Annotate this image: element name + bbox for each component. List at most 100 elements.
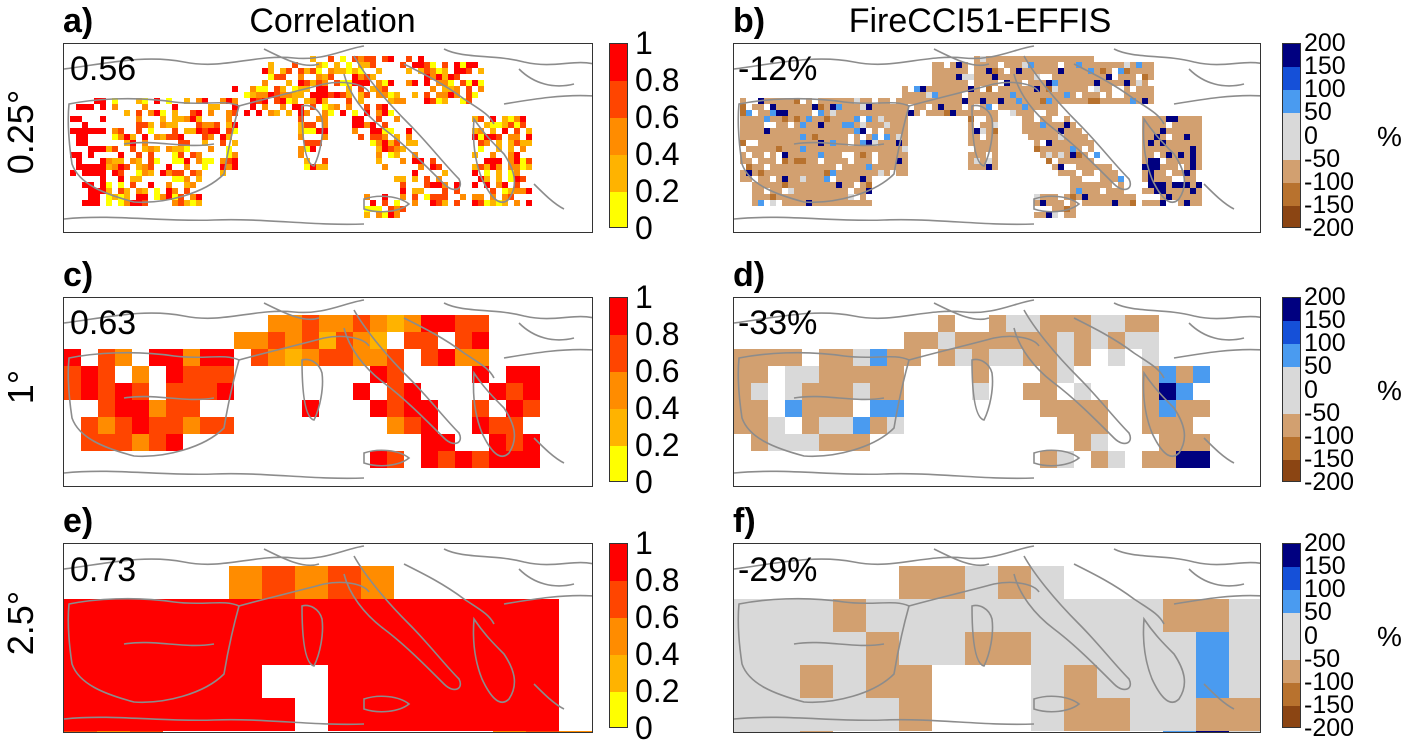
grid-cell bbox=[992, 140, 998, 146]
grid-cell bbox=[1196, 194, 1202, 200]
grid-cell bbox=[1091, 400, 1108, 417]
grid-cell bbox=[1094, 200, 1100, 206]
grid-cell bbox=[136, 116, 142, 122]
grid-cell bbox=[526, 731, 559, 732]
grid-cell bbox=[208, 158, 214, 164]
grid-cell bbox=[1034, 68, 1040, 74]
grid-cell bbox=[860, 104, 866, 110]
grid-cell bbox=[136, 158, 142, 164]
grid-cell bbox=[1031, 632, 1064, 665]
grid-cell bbox=[812, 116, 818, 122]
grid-cell bbox=[76, 134, 82, 140]
grid-cell bbox=[776, 116, 782, 122]
grid-cell bbox=[1034, 122, 1040, 128]
grid-cell bbox=[866, 110, 872, 116]
colorbar-tick-label: 0.2 bbox=[635, 427, 680, 463]
grid-cell bbox=[1106, 62, 1112, 68]
grid-cell bbox=[818, 146, 824, 152]
grid-cell bbox=[751, 417, 768, 434]
grid-cell bbox=[394, 116, 400, 122]
grid-cell bbox=[1057, 366, 1074, 383]
grid-cell bbox=[1184, 158, 1190, 164]
grid-cell bbox=[508, 188, 514, 194]
grid-cell bbox=[94, 188, 100, 194]
grid-cell bbox=[1196, 632, 1229, 665]
grid-cell bbox=[770, 194, 776, 200]
grid-cell bbox=[106, 164, 112, 170]
grid-cell bbox=[752, 170, 758, 176]
panel-label-d: d) bbox=[733, 256, 766, 294]
grid-cell bbox=[938, 86, 944, 92]
grid-cell bbox=[142, 164, 148, 170]
grid-cell bbox=[430, 62, 436, 68]
grid-cell bbox=[196, 599, 229, 632]
map-panel-b bbox=[733, 43, 1261, 233]
grid-cell bbox=[833, 698, 866, 731]
grid-cell bbox=[382, 92, 388, 98]
grid-cell bbox=[310, 56, 316, 62]
grid-cell bbox=[1130, 98, 1136, 104]
grid-cell bbox=[514, 134, 520, 140]
grid-cell bbox=[118, 170, 124, 176]
grid-cell bbox=[932, 86, 938, 92]
grid-cell bbox=[1142, 332, 1159, 349]
grid-cell bbox=[758, 122, 764, 128]
grid-cell bbox=[490, 164, 496, 170]
grid-cell bbox=[1148, 140, 1154, 146]
grid-cell bbox=[1022, 110, 1028, 116]
grid-cell bbox=[1070, 146, 1076, 152]
grid-cell bbox=[298, 116, 304, 122]
coastline bbox=[1173, 94, 1260, 105]
grid-cell bbox=[190, 194, 196, 200]
grid-cell bbox=[1052, 74, 1058, 80]
grid-cell bbox=[992, 56, 998, 62]
grid-cell bbox=[1058, 158, 1064, 164]
grid-cell bbox=[812, 122, 818, 128]
grid-cell bbox=[819, 434, 836, 451]
grid-cell bbox=[974, 158, 980, 164]
grid-cell bbox=[142, 122, 148, 128]
grid-cell bbox=[514, 170, 520, 176]
grid-cell bbox=[794, 176, 800, 182]
grid-cell bbox=[866, 122, 872, 128]
grid-cell bbox=[200, 383, 217, 400]
grid-cell bbox=[388, 152, 394, 158]
grid-cell bbox=[1154, 158, 1160, 164]
grid-cell bbox=[972, 383, 989, 400]
map-svg bbox=[734, 45, 1260, 226]
grid-cell bbox=[1166, 182, 1172, 188]
grid-cell bbox=[1040, 62, 1046, 68]
grid-cell bbox=[172, 146, 178, 152]
grid-cell bbox=[1142, 98, 1148, 104]
grid-cell bbox=[1118, 188, 1124, 194]
grid-cell bbox=[472, 417, 489, 434]
grid-cell bbox=[1100, 62, 1106, 68]
coastline bbox=[403, 63, 495, 125]
grid-cell bbox=[1142, 134, 1148, 140]
colorbar-segment bbox=[610, 372, 627, 410]
grid-cell bbox=[1142, 315, 1159, 332]
grid-cell bbox=[1142, 140, 1148, 146]
grid-cell bbox=[1178, 158, 1184, 164]
grid-cell bbox=[1058, 74, 1064, 80]
grid-cell bbox=[776, 98, 782, 104]
grid-cell bbox=[1112, 62, 1118, 68]
grid-cell bbox=[740, 98, 746, 104]
grid-cell bbox=[1052, 200, 1058, 206]
grid-cell bbox=[421, 332, 438, 349]
grid-cell bbox=[166, 383, 183, 400]
grid-cell bbox=[1136, 62, 1142, 68]
grid-cell bbox=[136, 170, 142, 176]
grid-cell bbox=[154, 146, 160, 152]
grid-cell bbox=[455, 315, 472, 332]
grid-cell bbox=[986, 122, 992, 128]
grid-cell bbox=[836, 400, 853, 417]
grid-cell bbox=[962, 80, 968, 86]
coastline bbox=[1188, 68, 1245, 87]
map-svg bbox=[734, 545, 1260, 732]
grid-cell bbox=[400, 176, 406, 182]
grid-cell bbox=[358, 134, 364, 140]
grid-cell bbox=[130, 599, 163, 632]
grid-cell bbox=[734, 400, 751, 417]
grid-cell bbox=[860, 188, 866, 194]
